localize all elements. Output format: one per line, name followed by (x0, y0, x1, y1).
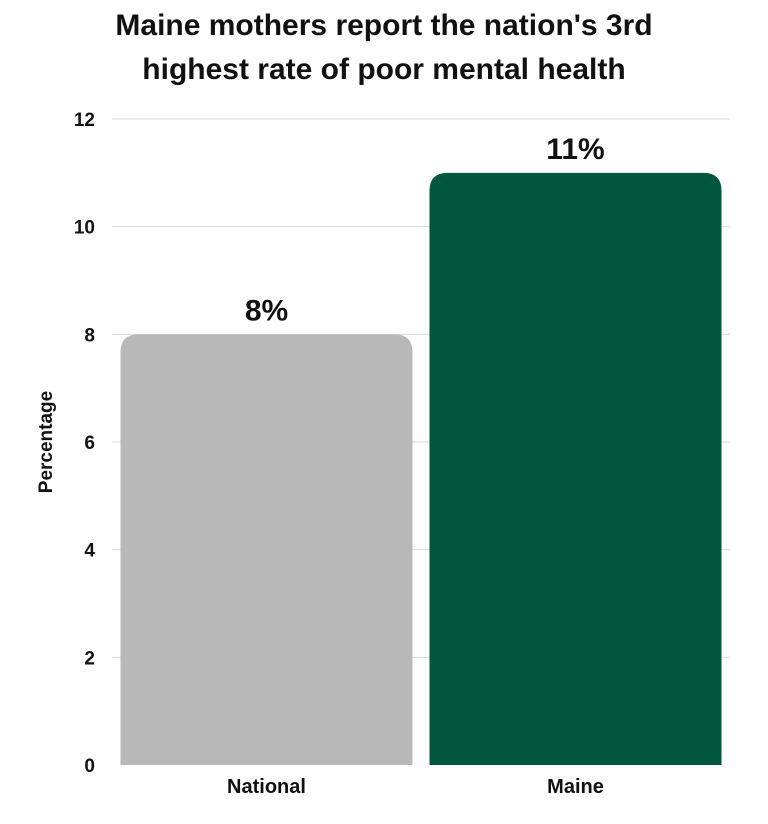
y-tick-label: 12 (74, 110, 95, 131)
chart-title-line-2: highest rate of poor mental health (142, 53, 626, 86)
bar-national (120, 334, 413, 765)
data-label-national: 8% (245, 294, 288, 327)
chart-title-line-1: Maine mothers report the nation's 3rd (115, 9, 653, 42)
y-axis-title: Percentage (36, 391, 57, 493)
bar-maine (429, 172, 722, 766)
x-tick-label: Maine (547, 776, 604, 798)
y-tick-label: 8 (84, 325, 95, 346)
x-tick-label: National (227, 776, 306, 798)
y-tick-label: 4 (84, 541, 95, 562)
y-tick-label: 0 (84, 756, 95, 777)
y-tick-label: 2 (84, 648, 95, 669)
y-tick-label: 6 (84, 433, 95, 454)
chart-title: Maine mothers report the nation's 3rd hi… (0, 4, 768, 92)
data-label-maine: 11% (546, 133, 604, 166)
y-tick-label: 10 (74, 218, 95, 239)
labels: 0 2 4 6 8 10 12 8% National 11% Maine (74, 110, 605, 798)
bars (120, 172, 722, 766)
